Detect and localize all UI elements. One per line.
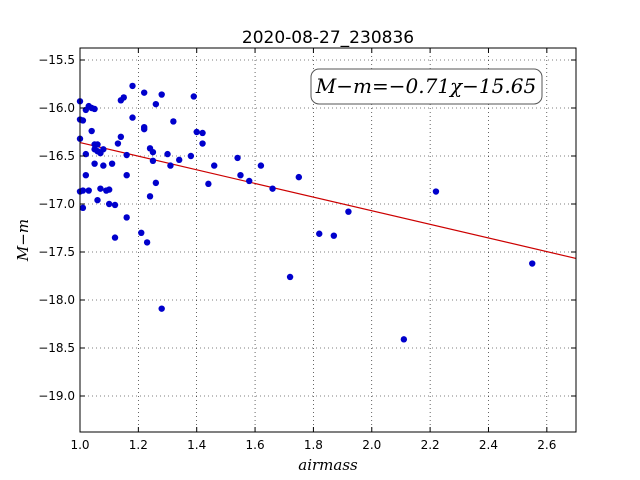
grid [79,48,576,432]
data-point [97,185,104,192]
chart-title: 2020-08-27_230836 [242,28,414,48]
data-point [140,125,148,133]
data-point [82,172,90,179]
y-tick-label: −18.5 [38,341,75,355]
data-point [85,187,92,194]
y-tick-label: −18.0 [38,293,75,307]
data-point [117,133,125,140]
data-point [79,117,87,124]
data-point [123,172,130,179]
x-tick-label: 1.4 [187,438,206,452]
x-tick-label: 2.0 [362,438,381,452]
x-tick-label: 1.2 [129,438,148,452]
data-point [286,273,294,281]
data-point [129,82,136,90]
data-point [199,140,206,147]
data-point [400,336,408,343]
x-tick-label: 2.2 [421,438,440,452]
data-point [432,188,440,195]
data-point [123,214,130,221]
data-point [237,172,244,179]
data-point [257,162,265,169]
data-point [129,114,136,121]
fit-equation: M−m=−0.71χ−15.65 [315,74,536,98]
x-tick-label: 2.6 [537,438,556,452]
data-point [170,118,177,125]
x-tick-label: 1.8 [304,438,323,452]
data-point [295,173,303,181]
data-point [158,305,165,312]
data-point [152,179,160,187]
data-point [149,157,157,164]
data-point [158,91,165,98]
data-point [345,208,352,215]
x-tick-label: 1.6 [246,438,265,452]
data-point [88,127,95,135]
data-point [149,148,157,156]
data-point [234,154,241,162]
data-point [111,234,119,241]
data-point [105,200,113,208]
data-point [152,100,160,108]
y-tick-label: −15.5 [38,53,75,67]
y-tick-label: −16.0 [38,101,75,115]
data-point [199,129,206,137]
data-point [111,201,119,209]
x-axis-ticks: 1.0 1.2 1.4 1.6 1.8 2.0 2.2 2.4 2.6 [70,48,556,452]
data-point [120,94,127,101]
data-point [94,148,101,155]
data-point [529,260,536,267]
data-point [138,229,145,236]
data-point [100,162,107,169]
data-point [190,93,197,100]
data-point [108,160,116,167]
data-point [114,140,122,147]
data-point [94,141,101,148]
data-point [100,146,107,153]
data-point [211,162,218,169]
y-tick-label: −16.5 [38,149,75,163]
data-point [187,152,195,160]
data-point [246,177,253,185]
data-points [76,82,536,343]
data-point [316,230,323,237]
data-point [205,180,212,188]
data-point [193,128,200,136]
data-point [176,156,183,164]
data-point [140,89,148,96]
x-tick-label: 2.4 [479,438,498,452]
data-point [91,160,98,167]
x-axis-label: airmass [298,456,358,474]
data-point [91,105,98,113]
y-tick-label: −17.0 [38,197,75,211]
data-point [143,239,151,246]
data-point [94,196,101,204]
data-point [167,162,174,169]
data-point [146,193,154,200]
y-axis-label: M−m [14,219,32,262]
fit-line [79,141,577,260]
fit-equation-box: M−m=−0.71χ−15.65 [310,68,543,105]
y-tick-label: −17.5 [38,245,75,259]
data-point [123,151,130,159]
x-tick-label: 1.0 [70,438,89,452]
data-point [164,150,171,158]
data-point [79,204,87,212]
data-point [330,232,338,239]
data-point [105,186,113,193]
y-tick-label: −19.0 [38,389,75,403]
data-point [269,185,276,192]
plot-frame [79,47,577,433]
fit-equation-frame [310,68,543,105]
y-axis-ticks: −15.5 −16.0 −16.5 −17.0 −17.5 −18.0 −18.5 −19.0 [38,53,576,403]
